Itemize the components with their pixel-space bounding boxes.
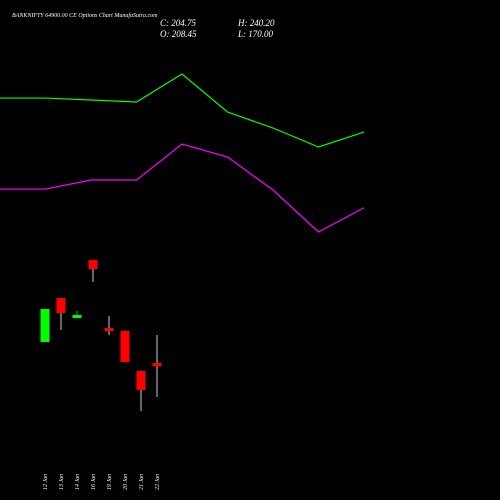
candle-body (40, 309, 50, 343)
x-tick-label: 22 Jan (155, 474, 161, 490)
chart-title: BANKNIFTY 64900.00 CE Options Chart Muna… (12, 12, 158, 19)
candle-body (72, 315, 82, 319)
candle-body (120, 331, 130, 363)
header-low: L: 170.00 (237, 29, 274, 39)
indicator-line (0, 73, 365, 148)
header-high: H: 240.20 (237, 18, 275, 28)
x-tick-label: 14 Jan (74, 474, 81, 490)
candle-body (136, 371, 146, 391)
x-tick-label: 12 Jan (43, 474, 49, 490)
candle-body (56, 298, 66, 313)
x-tick-label: 21 Jan (139, 474, 145, 490)
x-tick-label: 20 Jan (123, 474, 129, 490)
candle-body (88, 260, 98, 269)
x-tick-label: 13 Jan (59, 474, 65, 490)
candle-body (152, 363, 162, 367)
indicator-line (0, 143, 365, 233)
header-close: C: 204.75 (160, 18, 197, 28)
header-open: O: 208.45 (160, 29, 197, 39)
candle-body (104, 328, 114, 332)
x-tick-label: 19 Jan (107, 474, 113, 490)
x-tick-label: 16 Jan (91, 474, 97, 490)
